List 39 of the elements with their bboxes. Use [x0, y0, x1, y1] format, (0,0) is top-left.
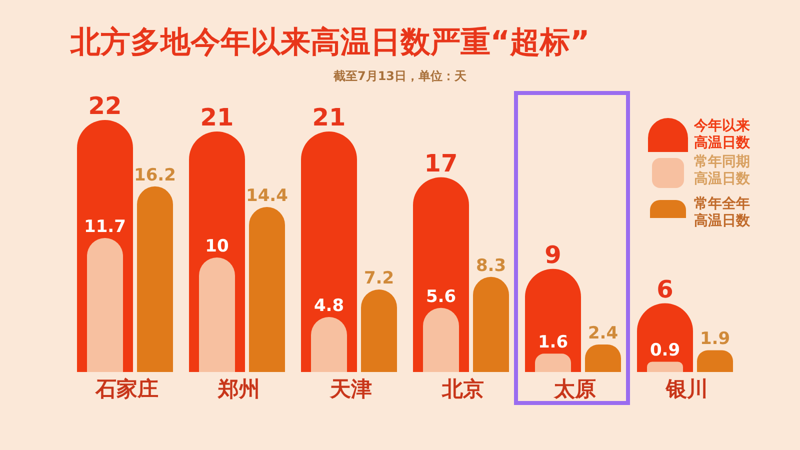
bar — [473, 276, 509, 372]
x-tick-label: 北京 — [441, 377, 484, 401]
data-label: 7.2 — [364, 268, 394, 289]
bar — [199, 257, 235, 372]
data-label: 21 — [312, 103, 346, 132]
bar — [87, 238, 123, 372]
data-label: 22 — [88, 92, 122, 120]
data-label: 14.4 — [246, 186, 288, 206]
data-label: 1.6 — [538, 332, 568, 353]
text: 今年以来高温日数 — [694, 118, 750, 151]
bar — [249, 207, 285, 372]
data-label: 0.9 — [650, 340, 680, 361]
data-label: 11.7 — [84, 216, 126, 237]
data-label: 17 — [424, 149, 458, 178]
data-label: 8.3 — [476, 256, 506, 276]
bar — [361, 290, 397, 372]
data-label: 2.4 — [588, 324, 618, 344]
data-label: 16.2 — [134, 165, 176, 186]
chart-subtitle: 截至7月13日，单位：天 — [332, 69, 468, 83]
legend-label: 常年全年高温日数 — [694, 196, 751, 230]
data-label: 1.9 — [700, 329, 730, 350]
legend-label: 常年同期高温日数 — [694, 154, 751, 188]
data-label: 21 — [200, 103, 234, 132]
x-tick-label: 银川 — [665, 377, 708, 401]
bar — [137, 186, 173, 372]
data-label: 5.6 — [426, 286, 456, 307]
x-tick-label: 郑州 — [217, 377, 260, 401]
data-label: 10 — [205, 236, 229, 256]
bar — [423, 308, 459, 372]
x-tick-label: 太原 — [553, 377, 596, 401]
chart-title: 北方多地今年以来高温日数严重“超标” — [69, 25, 590, 60]
x-tick-label: 石家庄 — [94, 377, 158, 401]
bar — [697, 350, 733, 372]
x-tick-label: 天津 — [329, 377, 372, 401]
bar — [535, 354, 571, 372]
data-label: 6 — [656, 275, 674, 304]
data-label: 4.8 — [314, 296, 344, 316]
data-label: 9 — [544, 240, 562, 269]
bar — [647, 362, 683, 372]
